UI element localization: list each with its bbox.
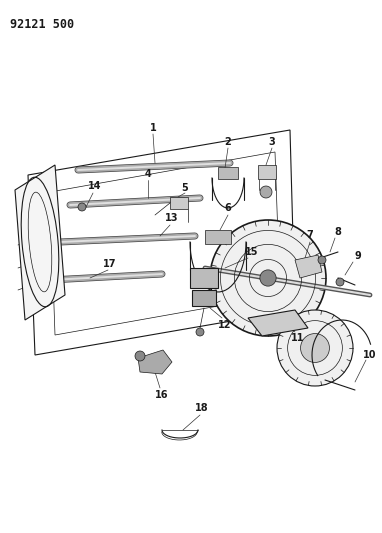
FancyBboxPatch shape <box>190 268 218 288</box>
Circle shape <box>135 351 145 361</box>
Text: 4: 4 <box>145 169 151 179</box>
Text: 16: 16 <box>155 390 169 400</box>
FancyBboxPatch shape <box>192 290 216 306</box>
Polygon shape <box>138 350 172 374</box>
Circle shape <box>210 220 326 336</box>
Text: 1: 1 <box>150 123 156 133</box>
Text: 13: 13 <box>165 213 179 223</box>
Text: 10: 10 <box>363 350 377 360</box>
Circle shape <box>78 203 86 211</box>
Text: 92121 500: 92121 500 <box>10 18 74 31</box>
Text: 12: 12 <box>218 320 232 330</box>
Polygon shape <box>15 165 65 320</box>
Circle shape <box>260 186 272 198</box>
FancyBboxPatch shape <box>205 230 231 244</box>
Text: 6: 6 <box>225 203 231 213</box>
Text: 7: 7 <box>307 230 313 240</box>
Circle shape <box>196 328 204 336</box>
Circle shape <box>336 278 344 286</box>
Circle shape <box>301 334 329 362</box>
Circle shape <box>277 310 353 386</box>
Text: 3: 3 <box>269 137 275 147</box>
Text: 9: 9 <box>354 251 361 261</box>
Text: 14: 14 <box>88 181 102 191</box>
Text: 5: 5 <box>181 183 188 193</box>
Text: 15: 15 <box>245 247 259 257</box>
Circle shape <box>318 256 326 264</box>
FancyBboxPatch shape <box>218 167 238 179</box>
Circle shape <box>260 270 276 286</box>
Text: 18: 18 <box>195 403 209 413</box>
FancyBboxPatch shape <box>258 165 276 179</box>
Text: 17: 17 <box>103 259 117 269</box>
Polygon shape <box>295 255 322 278</box>
FancyBboxPatch shape <box>170 197 188 209</box>
Polygon shape <box>248 310 308 336</box>
Text: 8: 8 <box>335 227 342 237</box>
Text: 11: 11 <box>291 333 305 343</box>
Text: 2: 2 <box>225 137 231 147</box>
